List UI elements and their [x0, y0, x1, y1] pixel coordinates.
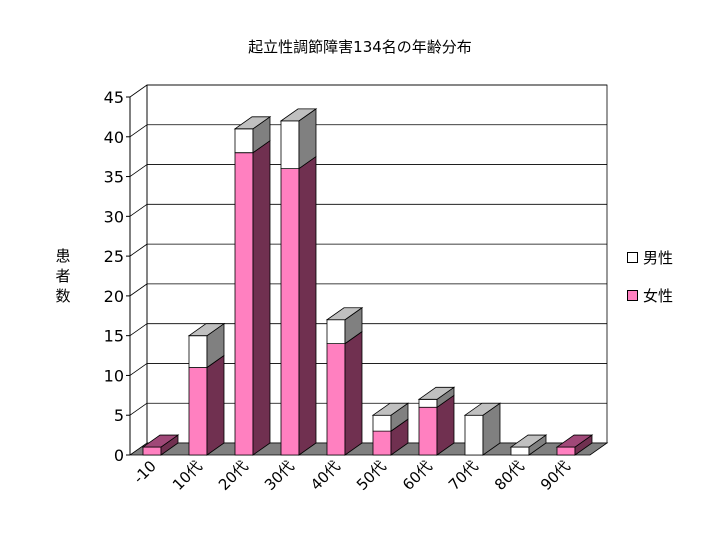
bar-2-0-front	[234, 152, 254, 456]
legend-item-female: 女性	[627, 285, 673, 305]
x-tick-label: 10代	[169, 457, 206, 494]
y-tick-label: 5	[114, 406, 124, 425]
x-tick-label: 40代	[307, 457, 344, 494]
chart-title: 起立性調節障害134名の年齢分布	[248, 38, 472, 56]
y-tick-label: 45	[104, 88, 124, 107]
gridline-side	[129, 164, 148, 177]
bar-7-1-top	[463, 402, 502, 416]
y-axis-label-char: 者	[55, 267, 71, 285]
y-tick-label: 25	[104, 247, 124, 266]
y-tick-label: 0	[114, 446, 124, 465]
bar-1-1-front	[188, 335, 208, 368]
x-tick-label: -10	[130, 457, 160, 487]
bar-4-1-front	[326, 319, 346, 345]
y-tick-label: 40	[104, 128, 124, 147]
bar-4-0-front	[326, 343, 346, 456]
gridline-side	[129, 84, 148, 98]
bar-3-0-front	[280, 168, 300, 456]
legend: 男性 女性	[627, 247, 673, 323]
legend-swatch-female	[627, 289, 638, 301]
y-axis-label-char: 数	[55, 287, 71, 305]
bar-2-0-side	[252, 139, 271, 456]
bar-3-0-side	[298, 155, 317, 456]
gridline-side	[129, 363, 148, 376]
y-tick-label: 10	[104, 366, 124, 385]
x-tick-label: 60代	[399, 457, 436, 494]
bar-8-1-top	[509, 434, 548, 448]
bar-1-0-front	[188, 367, 208, 456]
bar-9-0-top	[555, 434, 594, 448]
bar-7-1-front	[464, 414, 484, 456]
bar-6-0-front	[418, 406, 438, 456]
y-tick-label: 30	[104, 207, 124, 226]
bar-3-1-front	[280, 120, 300, 170]
bar-9-0-front	[556, 446, 576, 456]
y-axis-label-char: 患	[55, 247, 71, 265]
x-tick-label: 90代	[537, 457, 574, 494]
x-tick-label: 30代	[261, 457, 298, 494]
y-tick-label: 20	[104, 287, 124, 306]
gridline-side	[129, 283, 148, 297]
gridline-side	[129, 402, 148, 416]
gridline-side	[129, 323, 148, 336]
bar-5-0-front	[372, 430, 392, 456]
bar-0-0-front	[142, 446, 162, 456]
bar-5-1-front	[372, 414, 392, 432]
x-tick-label: 80代	[491, 457, 528, 494]
legend-swatch-male	[627, 251, 638, 263]
x-tick-label: 70代	[445, 457, 482, 494]
y-tick-label: 15	[104, 327, 124, 346]
gridline-side	[129, 243, 148, 257]
gridline-side	[129, 204, 148, 217]
bar-2-1-top	[233, 116, 272, 130]
bar-1-0-side	[206, 354, 225, 456]
legend-label-male: 男性	[643, 248, 674, 267]
x-tick-label: 50代	[353, 457, 390, 494]
bar-2-1-front	[234, 128, 254, 154]
bar-0-0-top	[141, 434, 180, 448]
bar-6-1-top	[417, 386, 456, 400]
legend-label-female: 女性	[643, 286, 674, 305]
bar-3-1-top	[279, 108, 318, 122]
bar-8-1-front	[510, 446, 530, 456]
bar-1-1-top	[187, 323, 226, 337]
bar-5-1-top	[371, 402, 410, 416]
y-axis-label: 患者数	[55, 246, 71, 306]
bar-6-1-front	[418, 398, 438, 408]
x-tick-label: 20代	[215, 457, 252, 494]
gridline-side	[129, 124, 148, 138]
bar-4-1-top	[325, 307, 364, 321]
legend-item-male: 男性	[627, 247, 673, 267]
bar-4-0-side	[344, 330, 363, 456]
y-tick-label: 35	[104, 168, 124, 187]
